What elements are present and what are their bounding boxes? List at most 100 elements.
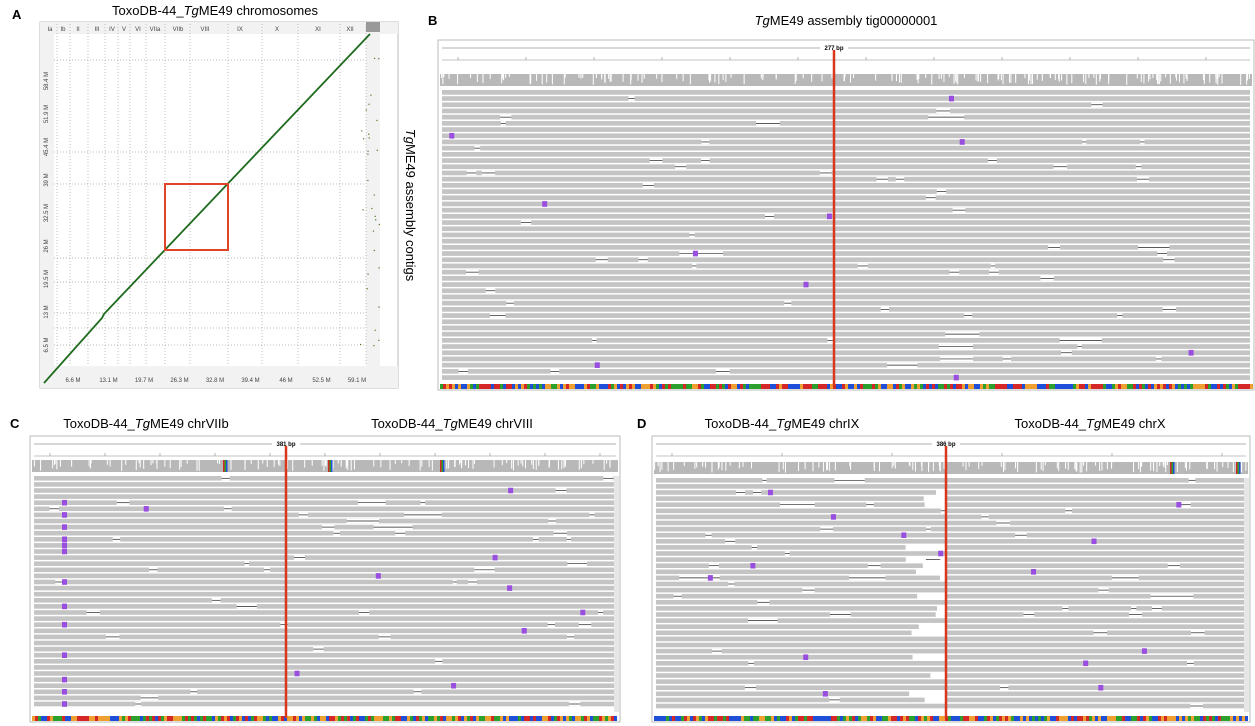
read <box>442 295 1250 300</box>
sequence-base <box>581 384 584 389</box>
sequence-base <box>44 716 47 721</box>
read <box>34 574 616 579</box>
insertion <box>144 506 149 512</box>
coverage-notch <box>139 460 140 463</box>
read <box>656 698 925 703</box>
read <box>656 509 1246 514</box>
sequence-base <box>416 716 419 721</box>
insertion <box>949 96 954 102</box>
read <box>656 557 906 562</box>
alignment-dot <box>373 345 374 346</box>
sequence-base <box>584 384 587 389</box>
sequence-base <box>1109 384 1112 389</box>
title-part: ME49 assembly tig00000001 <box>770 13 938 28</box>
sequence-base <box>771 716 774 721</box>
panel-label: B <box>428 13 437 28</box>
sequence-base <box>1212 716 1215 721</box>
sequence-base <box>1244 384 1247 389</box>
alignment-dot <box>367 151 368 152</box>
sequence-base <box>1149 716 1152 721</box>
sequence-base <box>717 716 720 721</box>
coverage-notch <box>831 74 832 78</box>
sequence-base <box>464 716 467 721</box>
sequence-base <box>1142 384 1145 389</box>
coverage-notch <box>580 74 581 79</box>
sequence-base <box>293 716 296 721</box>
sequence-base <box>747 716 750 721</box>
coverage-notch <box>1209 74 1210 83</box>
coverage-notch <box>1156 462 1157 472</box>
coverage-notch <box>690 74 691 84</box>
sequence-base <box>332 716 335 721</box>
alignment-dot <box>375 330 376 331</box>
sequence-base <box>855 716 858 721</box>
sequence-base <box>1136 384 1139 389</box>
coverage-notch <box>152 460 153 463</box>
coverage-notch <box>776 74 777 78</box>
sequence-base <box>1245 716 1248 721</box>
coverage-notch <box>1009 74 1010 83</box>
sequence-base <box>740 384 743 389</box>
sequence-base <box>1019 384 1022 389</box>
sequence-base <box>611 384 614 389</box>
sequence-base <box>798 716 801 721</box>
title-part: ME49 chrX <box>1101 416 1166 431</box>
coverage-notch <box>1240 74 1241 85</box>
title-part: ME49 chrVIII <box>458 416 533 431</box>
sequence-base <box>77 716 80 721</box>
sequence-base <box>215 716 218 721</box>
sequence-base <box>38 716 41 721</box>
insertion <box>376 573 381 579</box>
read <box>442 282 1250 287</box>
sequence-base <box>864 716 867 721</box>
title-part: Tg <box>755 13 771 28</box>
read <box>442 264 1250 269</box>
coverage-notch <box>1057 462 1058 468</box>
coverage-notch <box>1029 74 1030 80</box>
sequence-base <box>308 716 311 721</box>
sequence-base <box>681 716 684 721</box>
coverage-notch <box>267 460 268 467</box>
sequence-base <box>1086 716 1089 721</box>
sequence-base <box>371 716 374 721</box>
sequence-base <box>818 384 821 389</box>
sequence-base <box>533 716 536 721</box>
read <box>442 177 1250 182</box>
coverage-notch <box>1055 74 1056 80</box>
coverage-notch <box>1179 74 1180 82</box>
title-part: Tg <box>776 416 792 431</box>
sequence-base <box>911 384 914 389</box>
sequence-base <box>858 716 861 721</box>
sequence-base <box>1152 716 1155 721</box>
sequence-base <box>917 384 920 389</box>
coverage-notch <box>1222 462 1223 467</box>
sequence-base <box>50 716 53 721</box>
sequence-base <box>32 716 35 721</box>
sequence-base <box>1236 716 1239 721</box>
sequence-base <box>581 716 584 721</box>
sequence-base <box>672 716 675 721</box>
read <box>946 557 1246 562</box>
sequence-base <box>983 384 986 389</box>
coverage-notch <box>457 74 458 84</box>
coverage-notch <box>1149 74 1150 79</box>
sequence-base <box>720 716 723 721</box>
coverage-notch <box>915 462 916 471</box>
sequence-base <box>1143 716 1146 721</box>
sequence-base <box>801 716 804 721</box>
sequence-base <box>410 716 413 721</box>
sequence-base <box>1085 384 1088 389</box>
sequence-base <box>929 384 932 389</box>
sequence-base <box>966 716 969 721</box>
sequence-base <box>518 716 521 721</box>
read <box>946 545 1246 550</box>
read <box>34 690 616 695</box>
insertion <box>62 604 67 610</box>
coverage-notch <box>1228 462 1229 468</box>
coverage-notch <box>844 74 845 81</box>
coverage-notch <box>714 74 715 82</box>
insertion <box>1189 350 1194 356</box>
coverage-notch <box>107 460 108 465</box>
sequence-base <box>137 716 140 721</box>
sequence-base <box>741 716 744 721</box>
